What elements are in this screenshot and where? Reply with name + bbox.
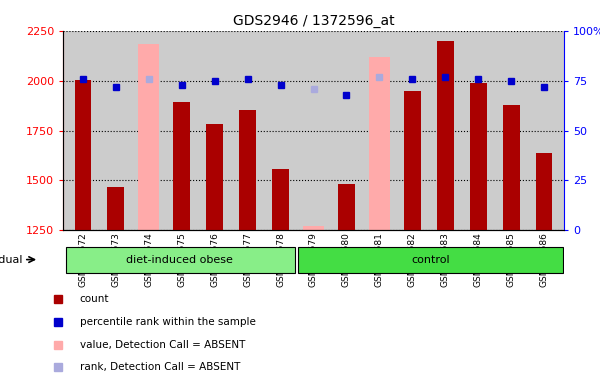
Bar [303,227,324,230]
Text: control: control [411,255,450,265]
Bar [65,247,295,273]
Title: GDS2946 / 1372596_at: GDS2946 / 1372596_at [233,14,394,28]
Bar [173,102,190,230]
Bar [74,79,91,230]
Text: diet-induced obese: diet-induced obese [127,255,233,265]
Bar [338,184,355,230]
Text: count: count [80,294,109,304]
Text: individual: individual [0,255,22,265]
Bar [536,152,553,230]
Bar [107,187,124,230]
Bar [239,109,256,230]
Bar [298,247,563,273]
Bar [369,57,390,230]
Text: percentile rank within the sample: percentile rank within the sample [80,317,256,327]
Text: rank, Detection Call = ABSENT: rank, Detection Call = ABSENT [80,362,240,372]
Bar [404,91,421,230]
Bar [206,124,223,230]
Bar [503,104,520,230]
Bar [138,44,160,230]
Bar [470,83,487,230]
Bar [272,169,289,230]
Bar [437,41,454,230]
Text: value, Detection Call = ABSENT: value, Detection Call = ABSENT [80,339,245,349]
